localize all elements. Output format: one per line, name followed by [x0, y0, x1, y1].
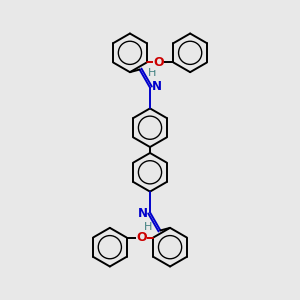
Text: H: H: [144, 222, 152, 232]
Text: O: O: [136, 231, 147, 244]
Text: N: N: [152, 80, 162, 93]
Text: O: O: [153, 56, 164, 69]
Text: H: H: [148, 68, 156, 78]
Text: N: N: [138, 207, 148, 220]
